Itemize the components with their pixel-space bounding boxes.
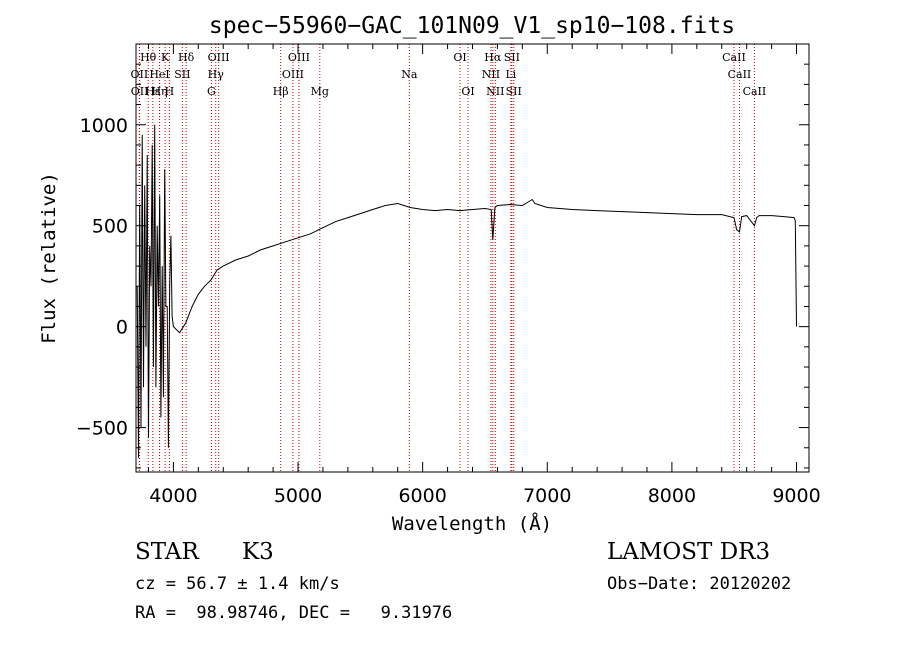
x-axis-label: Wavelength (Å) xyxy=(392,512,552,535)
x-tick-label: 7000 xyxy=(523,485,571,507)
x-axis: 4000 5000 6000 7000 8000 9000 xyxy=(147,44,821,507)
line-label: Mg xyxy=(311,85,329,98)
line-label: NII xyxy=(482,68,500,81)
line-label: OI xyxy=(453,51,466,64)
line-label: HeI xyxy=(149,68,169,81)
spectral-line-markers xyxy=(138,44,755,472)
x-tick-label: 9000 xyxy=(772,485,820,507)
line-label: CaII xyxy=(728,68,752,81)
line-label: Hη xyxy=(151,85,167,98)
line-label: NII xyxy=(486,85,504,98)
y-axis-label: Flux (relative) xyxy=(38,172,60,344)
observation-date: Obs−Date: 20120202 xyxy=(607,574,792,594)
redshift-cz: cz = 56.7 ± 1.4 km/s xyxy=(135,574,340,594)
line-label: Hβ xyxy=(273,85,289,98)
y-tick-label: 0 xyxy=(116,317,128,339)
plot-frame xyxy=(135,43,810,473)
line-label: CaII xyxy=(722,51,746,64)
line-label: SII xyxy=(504,51,520,64)
line-label: OII xyxy=(131,68,149,81)
chart-title: spec−55960−GAC_101N09_V1_sp10−108.fits xyxy=(209,13,735,39)
y-axis: −500 0 500 1000 xyxy=(76,43,809,469)
line-label: OIII xyxy=(208,51,230,64)
line-label: Hγ xyxy=(208,68,225,81)
y-tick-label: −500 xyxy=(76,418,128,440)
line-label: CaII xyxy=(743,85,767,98)
line-label: OII xyxy=(131,85,149,98)
y-tick-label: 1000 xyxy=(80,115,128,137)
line-label: SII xyxy=(506,85,522,98)
line-label: H xyxy=(165,85,175,98)
line-label: Hα xyxy=(484,51,502,64)
line-label: Li xyxy=(505,68,516,81)
x-tick-label: 8000 xyxy=(648,485,696,507)
x-tick-label: 4000 xyxy=(149,485,197,507)
x-tick-label: 6000 xyxy=(398,485,446,507)
y-tick-label: 500 xyxy=(92,216,128,238)
object-subclass: K3 xyxy=(242,539,274,565)
object-class: STAR xyxy=(135,539,199,565)
flux-series-line xyxy=(136,124,797,458)
line-label: OIII xyxy=(282,68,304,81)
line-label: OI xyxy=(461,85,474,98)
line-label: Hε xyxy=(145,85,161,98)
line-label: OIII xyxy=(288,51,310,64)
survey-name: LAMOST DR3 xyxy=(607,539,771,565)
line-label: Hδ xyxy=(178,51,195,64)
line-label: SII xyxy=(174,68,190,81)
ra-dec: RA = 98.98746, DEC = 9.31976 xyxy=(135,603,453,623)
line-label: Na xyxy=(401,68,418,81)
line-label: G xyxy=(207,85,216,98)
line-label: K xyxy=(161,51,170,64)
line-label: Hθ xyxy=(140,51,157,64)
x-tick-label: 5000 xyxy=(274,485,322,507)
